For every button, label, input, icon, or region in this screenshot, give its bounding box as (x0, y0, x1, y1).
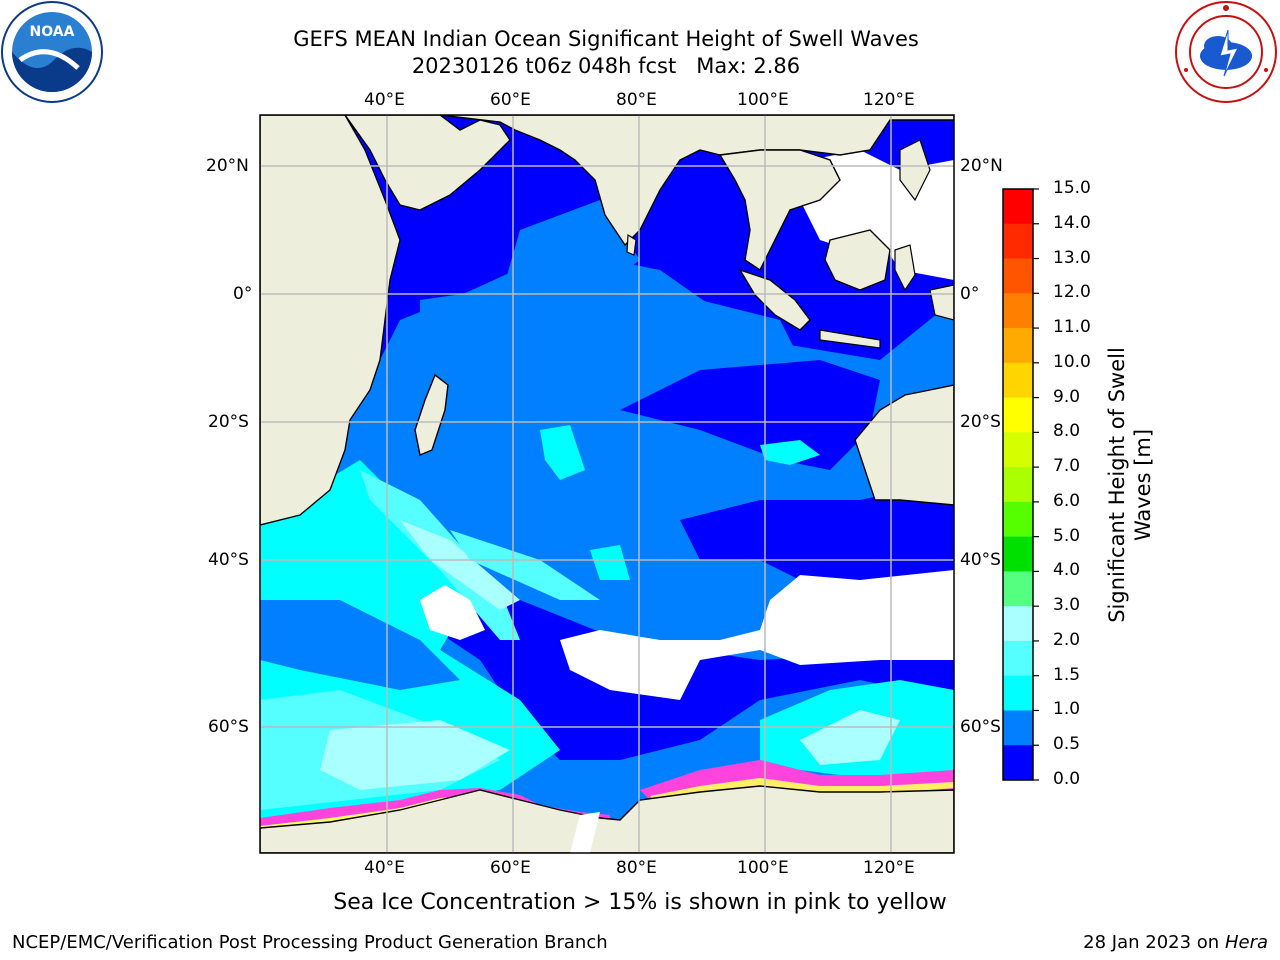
colorbar-swatch (1003, 293, 1033, 329)
swell-patch-mid-2 (760, 440, 820, 465)
colorbar-label-line1: Significant Height of Swell (1105, 347, 1129, 623)
land-borneo (824, 229, 891, 291)
colorbar-swatch (1003, 432, 1033, 468)
colorbar-swatch (1003, 675, 1033, 711)
footer-machine: Hera (1224, 932, 1268, 953)
land-iran (439, 115, 954, 247)
swell-band-05-1-equatorial (420, 280, 800, 420)
colorbar-tick-label: 11.0 (1053, 317, 1091, 338)
colorbar-swatch (1003, 606, 1033, 642)
map-title: GEFS MEAN Indian Ocean Significant Heigh… (293, 27, 919, 51)
map-subtitle: 20230126 t06z 048h fcst Max: 2.86 (411, 54, 801, 78)
colorbar-tick-label: 0.5 (1053, 734, 1081, 755)
map-frame (259, 114, 955, 854)
land-sumatra (738, 268, 811, 331)
colorbar-tick-label: 14.0 (1053, 212, 1091, 233)
colorbar-swatch (1003, 640, 1033, 677)
colorbar-tick-label: 1.5 (1053, 664, 1081, 685)
lat-label-left-60s: 60°S (208, 717, 249, 737)
land-srilanka (626, 233, 637, 256)
lat-label-right-20s: 20°S (960, 412, 1001, 432)
colorbar-swatch (1003, 467, 1033, 503)
lat-label-right-0: 0° (960, 284, 980, 304)
colorbar-swatch (1003, 710, 1033, 746)
colorbar-tick-label: 4.0 (1053, 560, 1081, 581)
colorbar-tick-label: 9.0 (1053, 386, 1081, 407)
lat-label-left-0: 0° (233, 284, 253, 304)
no-data-region-southwest (420, 585, 485, 640)
land-madagascar (414, 373, 449, 456)
colorbar-frame (1002, 188, 1034, 781)
colorbar-tick-label: 12.0 (1053, 282, 1091, 303)
lon-label-bottom-40e: 40°E (364, 858, 405, 878)
graticule (260, 115, 954, 853)
colorbar-tick-label: 1.0 (1053, 699, 1081, 720)
swell-streak-c (450, 530, 600, 600)
lon-label-bottom-100e: 100°E (737, 858, 789, 878)
swell-band-05-1-southwest (260, 600, 460, 690)
colorbar-tick-label: 6.0 (1053, 490, 1081, 511)
land-antarctica-peninsula (570, 812, 600, 853)
lon-label-top-100e: 100°E (737, 90, 789, 110)
colorbar-swatch (1003, 571, 1033, 607)
lat-label-left-20s: 20°S (208, 412, 249, 432)
colorbar-swatch (1003, 223, 1033, 260)
colorbar-tick-label: 5.0 (1053, 525, 1081, 546)
swell-band-2-3-southeast (800, 710, 900, 765)
lon-label-top-80e: 80°E (616, 90, 657, 110)
land-australia (854, 384, 954, 506)
land-indochina (718, 149, 841, 272)
sea-ice-caption: Sea Ice Concentration > 15% is shown in … (333, 890, 947, 915)
colorbar-swatch (1003, 745, 1033, 781)
footer-left: NCEP/EMC/Verification Post Processing Pr… (12, 932, 608, 953)
lat-label-left-20n: 20°N (206, 156, 249, 176)
colorbar-swatch (1003, 258, 1033, 294)
lon-label-bottom-120e: 120°E (863, 858, 915, 878)
footer-right: 28 Jan 2023 on Hera (1083, 932, 1268, 953)
lat-label-left-40s: 40°S (208, 550, 249, 570)
lon-label-top-60e: 60°E (490, 90, 531, 110)
swell-streak-b (400, 520, 520, 610)
colorbar-tick-label: 10.0 (1053, 351, 1091, 372)
no-data-region-southeast (560, 570, 954, 700)
nws-logo (1175, 1, 1277, 103)
lon-label-top-40e: 40°E (364, 90, 405, 110)
footer-date: 28 Jan 2023 on (1083, 932, 1225, 953)
colorbar-tick-label: 3.0 (1053, 595, 1081, 616)
swell-band-05-1-arabian (500, 200, 640, 300)
swell-patch-mid-3 (590, 545, 630, 580)
colorbar-swatch (1003, 397, 1033, 433)
land-java (819, 329, 881, 349)
lat-label-right-40s: 40°S (960, 550, 1001, 570)
colorbar-swatch (1003, 328, 1033, 364)
lon-label-top-120e: 120°E (863, 90, 915, 110)
colorbar-label-line2: Waves [m] (1131, 428, 1155, 542)
swell-band-2-3-southwest (320, 720, 510, 790)
land-philippines (899, 139, 931, 202)
colorbar-tick-label: 2.0 (1053, 629, 1081, 650)
swell-patch-mid-1 (540, 425, 585, 480)
colorbar-swatch (1003, 189, 1033, 225)
lat-label-right-20n: 20°N (960, 156, 1003, 176)
land-sulawesi (894, 244, 916, 292)
colorbar-tick-label: 8.0 (1053, 421, 1081, 442)
colorbar-tick-label: 7.0 (1053, 456, 1081, 477)
colorbar-swatch (1003, 362, 1033, 399)
colorbar-swatch (1003, 501, 1033, 538)
land-antarctica (260, 785, 954, 853)
lon-label-bottom-60e: 60°E (490, 858, 531, 878)
noaa-logo: NOAA (1, 1, 103, 103)
colorbar-swatch (1003, 536, 1033, 572)
lon-label-bottom-80e: 80°E (616, 858, 657, 878)
colorbar-tick-label: 15.0 (1053, 178, 1091, 198)
colorbar (1003, 188, 1039, 781)
colorbar-tick-label: 0.0 (1053, 769, 1081, 789)
noaa-logo-text: NOAA (30, 24, 75, 40)
lat-label-right-60s: 60°S (960, 717, 1001, 737)
colorbar-tick-label: 13.0 (1053, 247, 1091, 268)
swell-band-0-05-southeast (680, 480, 954, 590)
swell-band-0-05-east (620, 360, 880, 470)
